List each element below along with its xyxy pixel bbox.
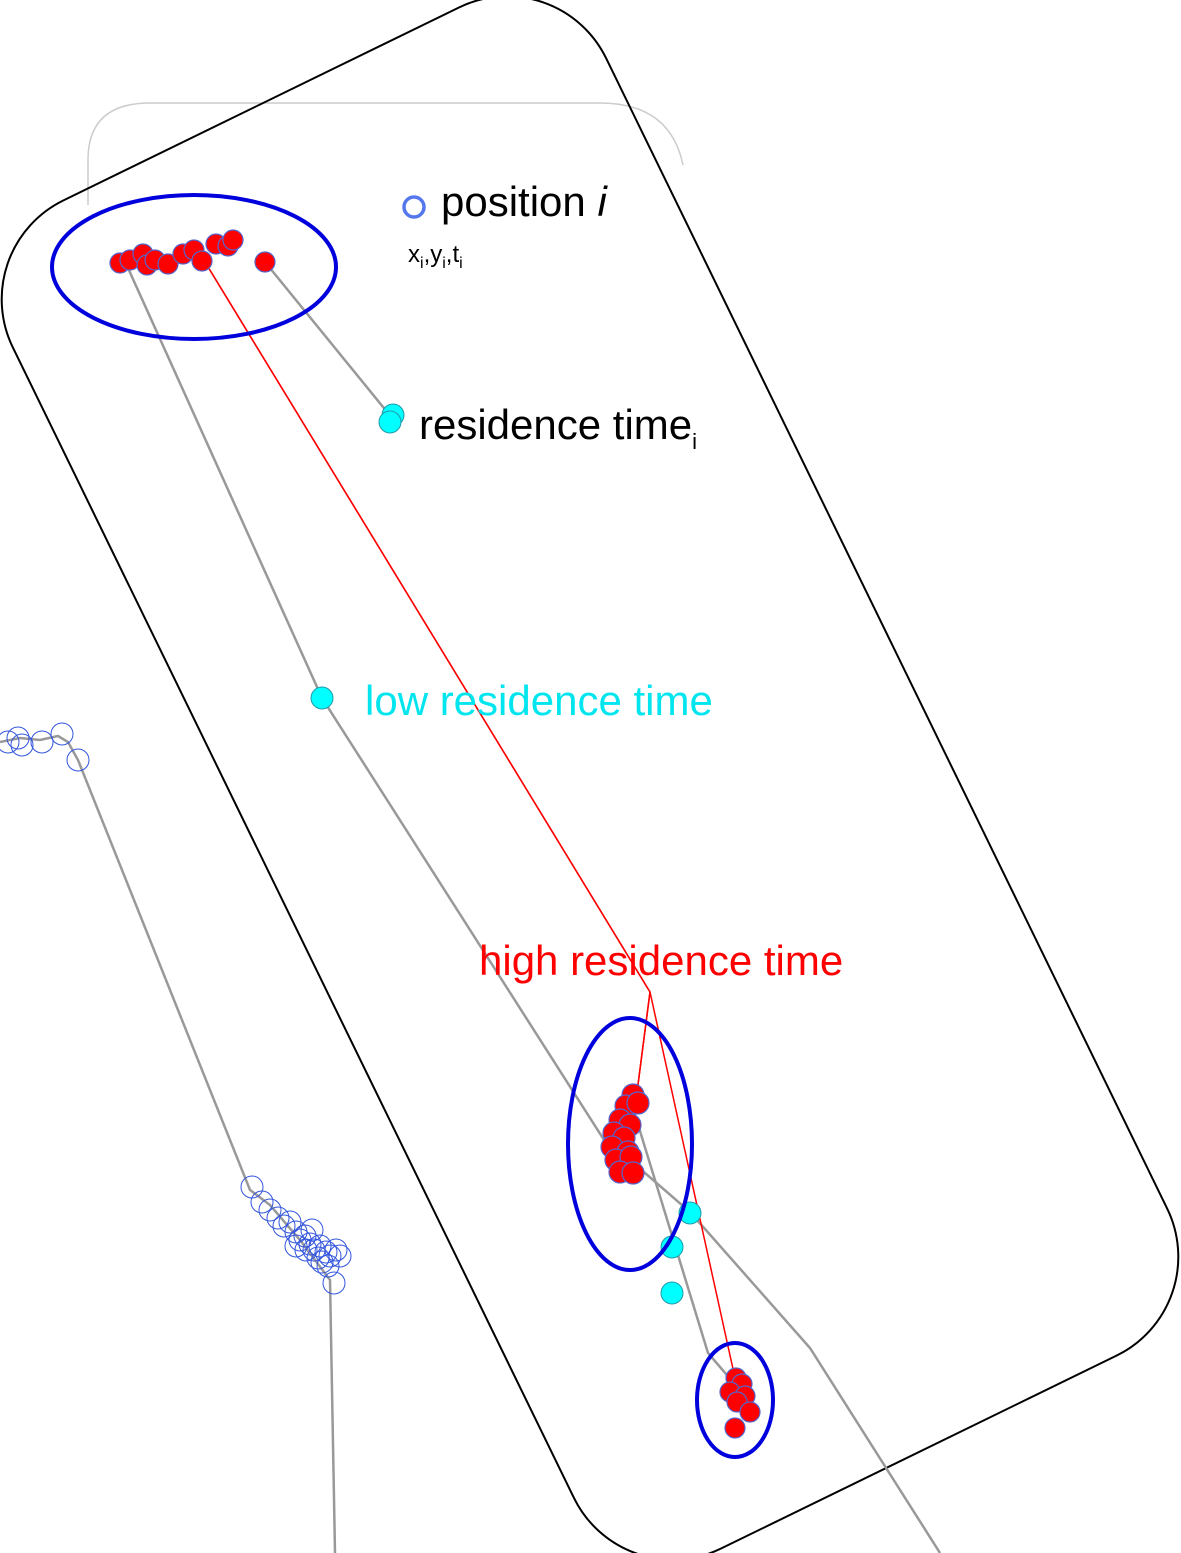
faded-position-point — [314, 1240, 338, 1264]
high-point — [739, 1401, 761, 1423]
high-residence-cluster-middle — [600, 1083, 650, 1185]
faded-position-point — [316, 1254, 340, 1278]
faded-position-point — [30, 730, 54, 754]
faded-position-point — [6, 726, 30, 750]
high-point — [724, 1417, 746, 1439]
faded-position-point — [300, 1218, 324, 1242]
faded-position-point — [324, 1238, 348, 1262]
faded-position-point — [0, 730, 20, 754]
faded-position-point — [322, 1271, 346, 1295]
background-frame — [87, 102, 684, 205]
faded-position-point — [66, 748, 90, 772]
faded-position-point — [310, 1250, 334, 1274]
coordinates-label: xi,yi,ti — [408, 241, 463, 272]
faded-position-point — [284, 1234, 308, 1258]
cluster-ring-bottom — [695, 1341, 775, 1459]
cluster-ring-middle — [566, 1016, 694, 1272]
high-point — [157, 253, 179, 275]
faded-position-point — [250, 1190, 274, 1214]
jump-line-branch — [204, 261, 736, 1379]
high-point — [254, 251, 276, 273]
residence-time-label: residence timei — [419, 401, 697, 454]
cluster-rings — [50, 193, 775, 1459]
faded-position-point — [240, 1175, 264, 1199]
low-point — [378, 410, 402, 434]
faded-position-point — [10, 733, 34, 757]
faded-path — [0, 734, 337, 1553]
high-point — [621, 1161, 645, 1185]
cluster-ring-top — [50, 193, 338, 341]
faded-position-point — [272, 1214, 296, 1238]
trajectory-path-exit — [629, 1159, 942, 1553]
low-residence-label: low residence time — [365, 677, 713, 724]
high-point — [626, 1091, 650, 1115]
high-point — [191, 250, 213, 272]
high-residence-label: high residence time — [479, 937, 843, 984]
faded-position-point — [318, 1244, 342, 1268]
faded-position-point — [328, 1244, 352, 1268]
high-residence-cluster-bottom — [719, 1367, 761, 1439]
low-point — [660, 1281, 684, 1305]
low-point — [310, 686, 334, 710]
faded-trajectory — [0, 722, 352, 1553]
high-point — [222, 229, 244, 251]
position-marker-icon — [402, 195, 426, 219]
trajectory-path-right — [264, 261, 393, 419]
faded-position-point — [298, 1232, 322, 1256]
faded-position-point — [50, 722, 74, 746]
faded-position-point — [308, 1234, 332, 1258]
position-label: position i — [441, 178, 608, 225]
trajectory-paths — [126, 261, 942, 1553]
faded-position-point — [258, 1198, 282, 1222]
faded-points — [0, 722, 352, 1295]
high-residence-cluster-top — [109, 229, 276, 276]
faded-position-point — [266, 1206, 290, 1230]
